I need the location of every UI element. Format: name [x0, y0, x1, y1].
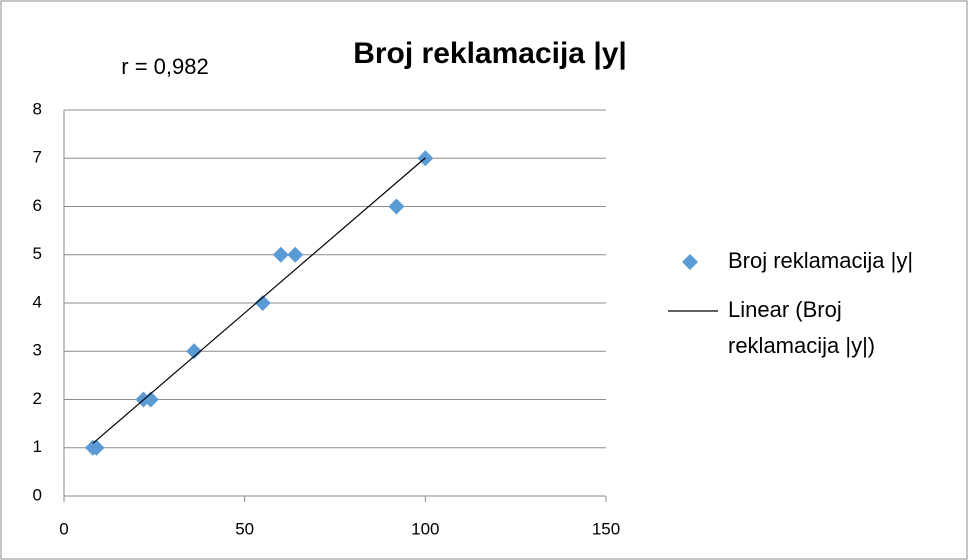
- legend-label-line: Linear (Broj: [728, 297, 842, 322]
- y-tick-label: 1: [33, 437, 42, 456]
- y-tick-label: 4: [33, 292, 42, 311]
- y-tick-label: 7: [33, 148, 42, 167]
- y-tick-label: 3: [33, 341, 42, 360]
- point: [186, 343, 203, 360]
- y-tick-label: 8: [33, 99, 42, 118]
- point: [142, 391, 159, 408]
- y-tick-label: 2: [33, 389, 42, 408]
- point: [272, 246, 289, 263]
- y-tick-label: 6: [33, 196, 42, 215]
- legend-label: Linear (Broj reklamacija |y|): [728, 297, 875, 358]
- point: [388, 198, 405, 215]
- point: [88, 439, 105, 456]
- x-tick-label: 100: [411, 519, 439, 538]
- legend-label-line: reklamacija |y|): [728, 333, 875, 358]
- x-tick-label: 0: [59, 519, 68, 538]
- legend-label-line: Broj reklamacija |y|: [728, 248, 913, 273]
- trendline: [92, 157, 426, 444]
- y-tick-label: 5: [33, 244, 42, 263]
- x-tick-label: 150: [592, 519, 620, 538]
- x-tick-label: 50: [235, 519, 254, 538]
- point: [287, 246, 304, 263]
- y-tick-label: 0: [33, 485, 42, 504]
- legend-marker: [682, 254, 698, 270]
- legend-label: Broj reklamacija |y|: [728, 248, 913, 273]
- annotation: r = 0,982: [121, 54, 208, 79]
- chart-title: Broj reklamacija |y|: [353, 37, 627, 70]
- point: [254, 295, 271, 311]
